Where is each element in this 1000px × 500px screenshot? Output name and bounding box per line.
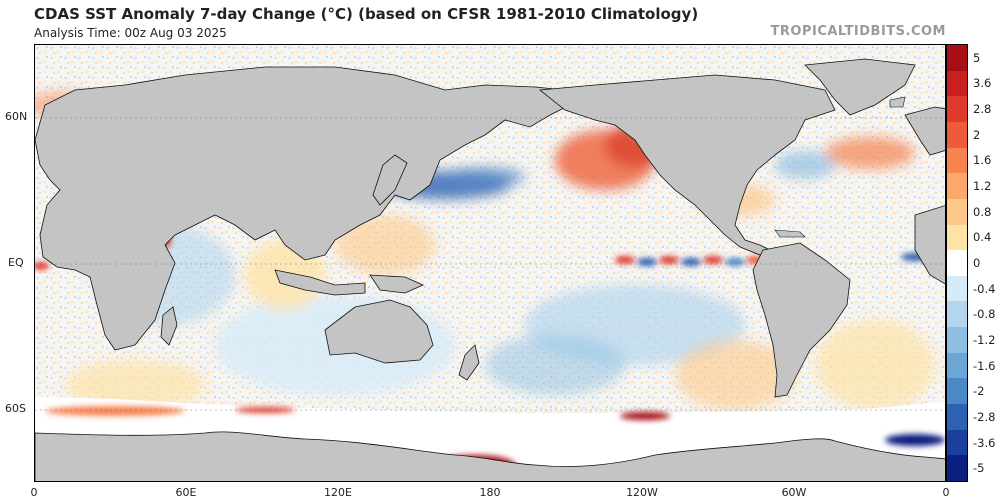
analysis-time: Analysis Time: 00z Aug 03 2025 [34,26,227,40]
colorbar-tick-label: 0 [973,256,981,270]
colorbar-tick-label: -0.4 [973,281,996,296]
colorbar-segment [947,404,967,431]
lat-label-60s: 60S [5,402,26,415]
colorbar-segment [947,198,967,226]
colorbar-segment [947,275,967,302]
graticule [35,117,945,411]
lon-label-0-right: 0 [942,486,950,499]
lon-label-0: 0 [30,486,38,499]
lon-label-60e: 60E [175,486,197,499]
colorbar-segment [947,327,967,354]
colorbar-segment [947,147,967,174]
colorbar-segment [947,301,967,328]
colorbar-tick-label: 2.8 [973,102,992,117]
greenland [804,58,916,116]
colorbar-segment [947,45,967,72]
colorbar-segment [947,173,967,200]
colorbar-segment [947,250,967,277]
new-zealand [458,344,480,381]
iceland [889,96,906,108]
africa-west [914,205,945,285]
colorbar-tick-label: -1.2 [973,332,996,347]
site-watermark[interactable]: TROPICALTIDBITS.COM [770,24,946,39]
colorbar-tick-label: 0.8 [973,204,992,219]
colorbar-segment [947,378,967,405]
colorbar-segment [947,455,967,482]
lon-label-180: 180 [479,486,501,499]
colorbar [946,44,968,482]
colorbar-tick-label: 0.4 [973,230,992,245]
indonesia [274,269,366,296]
south-america [752,242,851,398]
colorbar-tick-label: -5 [973,461,985,476]
madagascar [160,306,178,346]
colorbar-segment [947,121,967,149]
lon-label-120w: 120W [626,486,658,499]
colorbar-tick-label: 1.6 [973,153,992,168]
map-title: CDAS SST Anomaly 7-day Change (°C) (base… [34,5,699,23]
colorbar-tick-label: 1.2 [973,179,992,194]
new-guinea [369,274,424,294]
colorbar-segment [947,352,967,379]
colorbar-tick-label: 5 [973,50,981,65]
colorbar-tick-label: -2.8 [973,409,996,424]
japan [372,154,408,206]
colorbar-segment [947,70,967,97]
antarctica [35,431,945,481]
colorbar-tick-label: 3.6 [973,76,992,91]
eurasia-africa [35,66,571,351]
colorbar-segment [947,96,967,123]
north-america [538,74,836,256]
lon-label-60w: 60W [781,486,807,499]
lat-label-60n: 60N [5,110,28,123]
australia [324,299,434,364]
lat-label-eq: EQ [8,256,24,269]
colorbar-tick-label: 2 [973,127,981,142]
colorbar-tick-label: -1.6 [973,358,996,373]
colorbar-segment [947,224,967,251]
colorbar-tick-label: -3.6 [973,435,996,450]
colorbar-tick-label: -0.8 [973,307,996,322]
europe-west [904,106,945,156]
colorbar-segment [947,429,967,456]
caribbean-islands [774,229,806,238]
sst-anomaly-map [34,44,946,482]
lon-label-120e: 120E [324,486,352,499]
map-canvas [35,45,945,481]
colorbar-tick-label: -2 [973,384,985,399]
